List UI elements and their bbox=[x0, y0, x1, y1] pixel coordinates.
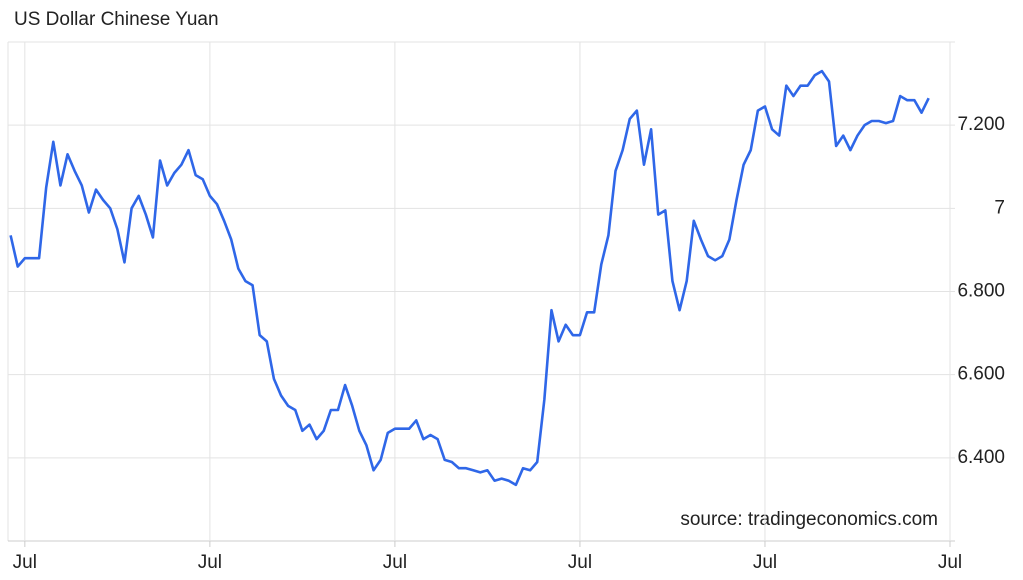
price-line bbox=[9, 69, 930, 487]
y-tick-label: 6.800 bbox=[957, 281, 1005, 302]
x-tick-label: Jul bbox=[198, 552, 222, 573]
x-tick-label: Jul bbox=[938, 552, 962, 573]
y-tick-label: 7.200 bbox=[957, 114, 1005, 135]
y-tick-label: 6.400 bbox=[957, 447, 1005, 468]
chart-title: US Dollar Chinese Yuan bbox=[14, 9, 219, 30]
y-tick-label: 6.600 bbox=[957, 364, 1005, 385]
x-tick-label: Jul bbox=[753, 552, 777, 573]
x-tick-label: Jul bbox=[383, 552, 407, 573]
x-tick-label: Jul bbox=[568, 552, 592, 573]
source-note: source: tradingeconomics.com bbox=[680, 509, 938, 530]
y-tick-label: 7 bbox=[994, 197, 1005, 218]
x-tick-label: Jul bbox=[13, 552, 37, 573]
